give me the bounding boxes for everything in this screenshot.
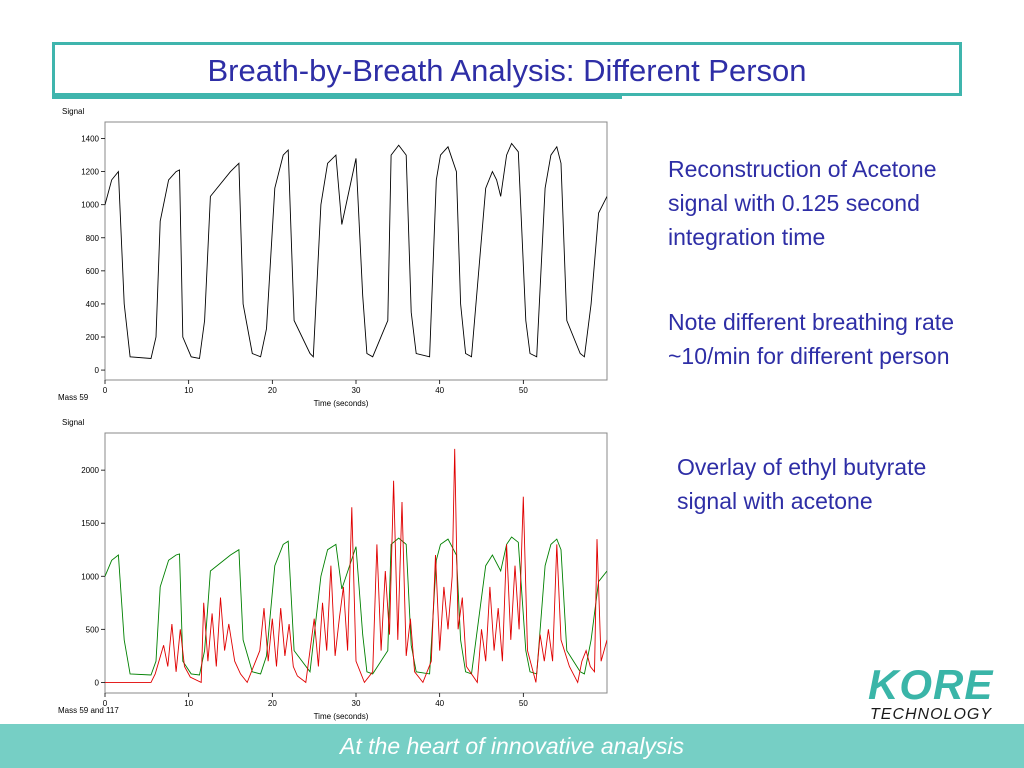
y-tick-label: 600 [86, 267, 100, 276]
y-tick-label: 0 [95, 678, 100, 687]
x-tick-label: 10 [184, 699, 193, 708]
acetone-description: Reconstruction of Acetone signal with 0.… [668, 156, 937, 250]
y-tick-label: 0 [95, 366, 100, 375]
y-tick-label: 800 [86, 234, 100, 243]
acetone-chart: Signal 0 200 400 600 800 1000 1200 1400 0 10 20 30 40… [55, 104, 615, 410]
slide-title: Breath-by-Breath Analysis: Different Per… [207, 53, 807, 88]
y-tick-label: 200 [86, 333, 100, 342]
x-tick-label: 10 [184, 386, 193, 395]
x-tick-label: 50 [519, 699, 528, 708]
acetone-chart-svg: Signal 0 200 400 600 800 1000 1200 1400 0 10 20 30 40… [58, 107, 608, 408]
footer-tagline: At the heart of innovative analysis [340, 733, 684, 759]
y-tick-label: 400 [86, 300, 100, 309]
x-tick-label: 0 [103, 699, 108, 708]
y-tick-label: 1500 [81, 519, 99, 528]
overlay-description: Overlay of ethyl butyrate signal with ac… [677, 454, 927, 514]
y-axis-label: Signal [62, 418, 84, 427]
title-underline [52, 96, 622, 99]
x-tick-label: 20 [268, 386, 277, 395]
footer-band: At the heart of innovative analysis [0, 724, 1024, 768]
logo-subtitle: TECHNOLOGY [870, 706, 993, 723]
x-tick-label: 40 [435, 386, 444, 395]
x-tick-label: 30 [352, 386, 361, 395]
kore-logo: KORE TECHNOLOGY [868, 664, 1013, 724]
x-tick-label: 0 [103, 386, 108, 395]
mass-label: Mass 59 [58, 393, 89, 402]
y-tick-label: 1400 [81, 135, 99, 144]
x-tick-label: 40 [435, 699, 444, 708]
series-line-1 [105, 142, 607, 360]
overlay-chart-svg: Signal 0 500 1000 1500 2000 0 10 20 30 40 50 Time (s… [58, 418, 608, 721]
y-tick-label: 1000 [81, 572, 99, 581]
x-tick-label: 20 [268, 699, 277, 708]
series-line-2 [105, 448, 607, 684]
logo-brand: KORE [868, 661, 994, 708]
breathing-rate-note: Note different breathing rate ~10/min fo… [668, 309, 954, 369]
y-tick-label: 1200 [81, 168, 99, 177]
y-tick-label: 2000 [81, 466, 99, 475]
y-tick-label: 500 [86, 625, 100, 634]
x-tick-label: 30 [352, 699, 361, 708]
overlay-chart: Signal 0 500 1000 1500 2000 0 10 20 30 40 50 Time (s… [55, 415, 615, 723]
title-box: Breath-by-Breath Analysis: Different Per… [52, 42, 962, 96]
y-axis-label: Signal [62, 107, 84, 116]
x-tick-label: 50 [519, 386, 528, 395]
y-tick-label: 1000 [81, 201, 99, 210]
x-axis-label: Time (seconds) [314, 712, 369, 721]
mass-label: Mass 59 and 117 [58, 706, 119, 715]
x-axis-label: Time (seconds) [314, 399, 369, 408]
